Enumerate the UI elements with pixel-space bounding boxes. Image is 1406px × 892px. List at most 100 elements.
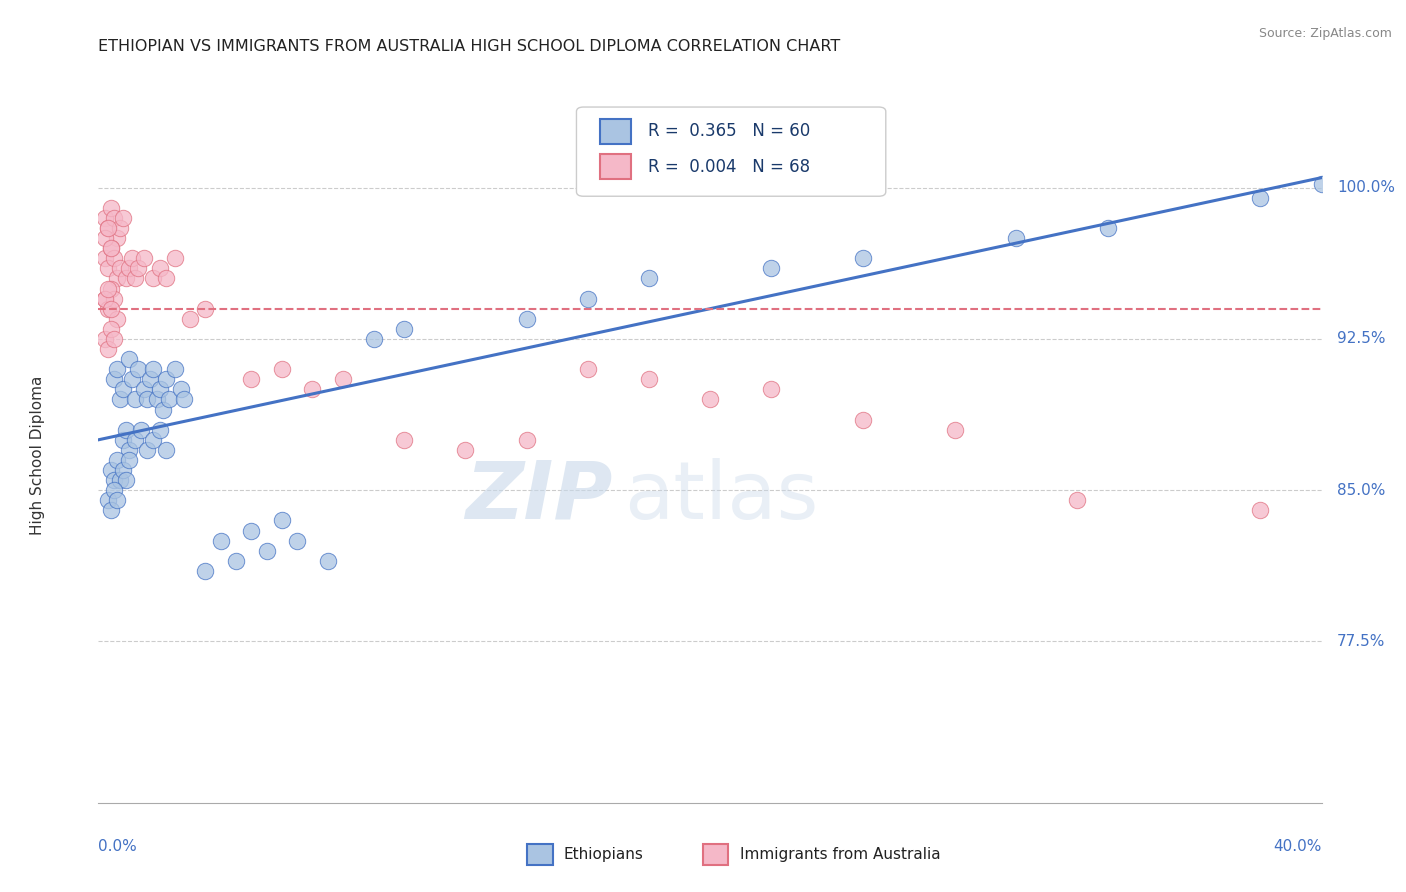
Point xyxy=(225,554,247,568)
Point xyxy=(103,483,125,498)
Point xyxy=(115,473,138,487)
Point xyxy=(111,463,134,477)
Point xyxy=(100,241,122,255)
Point xyxy=(332,372,354,386)
Point xyxy=(93,292,115,306)
Point xyxy=(1249,503,1271,517)
Point xyxy=(163,362,186,376)
Point xyxy=(105,231,128,245)
Point xyxy=(392,322,416,336)
Text: Immigrants from Australia: Immigrants from Australia xyxy=(740,847,941,862)
Point xyxy=(1310,177,1333,191)
Text: 0.0%: 0.0% xyxy=(98,839,138,855)
Point xyxy=(149,261,172,276)
Point xyxy=(173,392,195,407)
Point xyxy=(105,362,128,376)
Point xyxy=(129,423,152,437)
Point xyxy=(100,301,122,316)
Point xyxy=(943,423,966,437)
Point xyxy=(97,261,120,276)
Point xyxy=(111,433,134,447)
Point xyxy=(100,281,122,295)
Point xyxy=(105,453,128,467)
Point xyxy=(108,473,131,487)
Point xyxy=(170,383,193,397)
Point xyxy=(97,342,120,356)
Point xyxy=(134,252,156,266)
Point xyxy=(121,372,143,386)
Point xyxy=(97,221,120,235)
Point xyxy=(97,301,120,316)
Point xyxy=(576,292,599,306)
Point xyxy=(270,513,292,527)
Text: ETHIOPIAN VS IMMIGRANTS FROM AUSTRALIA HIGH SCHOOL DIPLOMA CORRELATION CHART: ETHIOPIAN VS IMMIGRANTS FROM AUSTRALIA H… xyxy=(98,38,841,54)
Point xyxy=(155,271,177,285)
Point xyxy=(118,261,141,276)
Point xyxy=(392,433,416,447)
Point xyxy=(454,442,477,457)
Text: 92.5%: 92.5% xyxy=(1337,332,1385,346)
Point xyxy=(516,311,538,326)
Point xyxy=(155,372,177,386)
Point xyxy=(108,392,131,407)
Point xyxy=(100,241,122,255)
Point xyxy=(852,252,875,266)
Point xyxy=(316,554,339,568)
Point xyxy=(127,261,149,276)
Point xyxy=(118,442,141,457)
Point xyxy=(121,252,143,266)
Point xyxy=(149,423,172,437)
Point xyxy=(1097,221,1119,235)
Point xyxy=(149,383,172,397)
Point xyxy=(118,453,141,467)
Text: High School Diploma: High School Diploma xyxy=(30,376,45,534)
Point xyxy=(152,402,174,417)
Point xyxy=(118,352,141,367)
Point xyxy=(136,442,159,457)
Point xyxy=(97,493,120,508)
Point xyxy=(142,433,165,447)
Text: 40.0%: 40.0% xyxy=(1274,839,1322,855)
Text: 100.0%: 100.0% xyxy=(1337,180,1395,195)
Point xyxy=(103,372,125,386)
Point xyxy=(124,271,146,285)
Point xyxy=(103,332,125,346)
Point xyxy=(256,543,278,558)
Point xyxy=(194,301,217,316)
Text: 77.5%: 77.5% xyxy=(1337,634,1385,649)
Point xyxy=(142,362,165,376)
Text: R =  0.004   N = 68: R = 0.004 N = 68 xyxy=(648,158,810,176)
Point xyxy=(105,271,128,285)
Point xyxy=(100,503,122,517)
Point xyxy=(103,292,125,306)
Point xyxy=(179,311,201,326)
Point xyxy=(363,332,385,346)
Point xyxy=(285,533,308,548)
Text: Source: ZipAtlas.com: Source: ZipAtlas.com xyxy=(1258,27,1392,40)
Point xyxy=(115,423,138,437)
Point xyxy=(111,211,134,225)
Point xyxy=(100,322,122,336)
Point xyxy=(209,533,232,548)
Point xyxy=(108,221,131,235)
Point xyxy=(105,493,128,508)
Point xyxy=(103,211,125,225)
Text: ZIP: ZIP xyxy=(465,458,612,536)
Point xyxy=(108,261,131,276)
Point xyxy=(111,383,134,397)
Point xyxy=(516,433,538,447)
Point xyxy=(194,564,217,578)
Point xyxy=(270,362,292,376)
Point xyxy=(1249,191,1271,205)
Point xyxy=(576,362,599,376)
Point xyxy=(93,231,115,245)
Point xyxy=(124,392,146,407)
Point xyxy=(93,292,115,306)
Point xyxy=(759,261,782,276)
Point xyxy=(163,252,186,266)
Point xyxy=(93,211,115,225)
Text: R =  0.365   N = 60: R = 0.365 N = 60 xyxy=(648,122,810,140)
Point xyxy=(105,311,128,326)
Point xyxy=(142,271,165,285)
Point xyxy=(637,271,661,285)
